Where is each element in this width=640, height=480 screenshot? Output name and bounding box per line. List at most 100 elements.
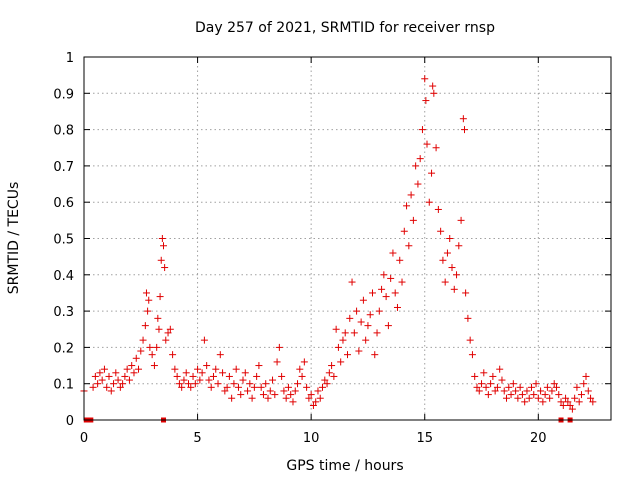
data-point — [450, 285, 458, 293]
data-point — [182, 369, 190, 377]
data-point — [137, 347, 145, 355]
data-point — [284, 383, 292, 391]
data-point — [225, 372, 233, 380]
y-tick-label: 0.6 — [53, 196, 74, 211]
data-point — [110, 380, 118, 388]
data-point — [154, 314, 162, 322]
data-point — [89, 383, 97, 391]
data-point — [189, 372, 197, 380]
data-point — [239, 376, 247, 384]
axis-ticks: 00.10.20.30.40.50.60.70.80.910 5 10 15 20 — [53, 51, 611, 446]
data-point — [355, 347, 363, 355]
data-point — [130, 369, 138, 377]
data-point — [114, 376, 122, 384]
data-point — [475, 387, 483, 395]
data-point — [112, 369, 120, 377]
data-point — [169, 351, 177, 359]
data-point — [375, 307, 383, 315]
chart-title: Day 257 of 2021, SRMTID for receiver rns… — [195, 20, 495, 36]
data-point — [135, 365, 143, 373]
data-point — [203, 362, 211, 370]
data-point — [571, 394, 579, 402]
data-point — [128, 362, 136, 370]
data-point — [514, 394, 522, 402]
data-point — [180, 376, 188, 384]
data-point — [391, 289, 399, 297]
data-point — [330, 372, 338, 380]
data-point — [455, 242, 463, 250]
data-point — [332, 325, 340, 333]
data-point — [323, 380, 331, 388]
y-tick-label: 0.7 — [53, 160, 74, 175]
data-point — [344, 351, 351, 359]
data-point — [244, 387, 252, 395]
data-point — [521, 398, 529, 406]
data-point — [305, 394, 313, 402]
data-point — [309, 401, 317, 409]
data-point — [259, 391, 267, 399]
data-point — [505, 383, 513, 391]
x-tick-label: 0 — [80, 431, 88, 446]
data-point — [234, 383, 242, 391]
data-point — [294, 380, 302, 388]
data-point — [414, 180, 422, 188]
data-point — [223, 383, 231, 391]
data-point — [380, 271, 388, 279]
data-point — [400, 227, 408, 235]
data-point — [403, 202, 411, 210]
data-point — [396, 256, 404, 264]
data-point — [555, 391, 563, 399]
data-point — [448, 264, 456, 272]
data-point — [291, 387, 299, 395]
data-point — [230, 380, 238, 388]
data-point — [296, 365, 304, 373]
data-point — [589, 398, 597, 406]
data-point — [441, 278, 449, 286]
x-tick-label: 10 — [303, 431, 320, 446]
y-tick-label: 0.2 — [53, 341, 74, 356]
data-point — [434, 205, 442, 213]
data-point — [300, 358, 308, 366]
data-point — [527, 383, 535, 391]
data-point — [145, 296, 153, 304]
data-point — [539, 398, 547, 406]
data-point — [460, 126, 468, 134]
data-point — [266, 387, 274, 395]
x-tick-label: 20 — [530, 431, 547, 446]
data-point — [425, 198, 433, 206]
data-point — [516, 383, 524, 391]
data-point — [156, 293, 164, 301]
data-point — [541, 391, 549, 399]
data-point — [316, 394, 324, 402]
y-tick-label: 0 — [66, 414, 74, 429]
data-point — [162, 336, 170, 344]
data-point — [552, 383, 560, 391]
data-point — [339, 336, 347, 344]
data-point — [98, 376, 106, 384]
x-axis-label: GPS time / hours — [286, 458, 403, 474]
data-point — [546, 394, 554, 402]
data-point — [209, 372, 217, 380]
data-point — [241, 369, 249, 377]
data-point — [562, 394, 570, 402]
data-point — [141, 322, 149, 330]
data-point — [582, 372, 590, 380]
data-point — [353, 307, 361, 315]
y-tick-label: 0.4 — [53, 269, 74, 284]
data-point — [568, 405, 576, 413]
data-point — [543, 383, 551, 391]
data-point — [530, 391, 538, 399]
data-point — [357, 318, 365, 326]
data-point — [468, 351, 476, 359]
data-point — [221, 387, 229, 395]
data-point — [575, 398, 583, 406]
data-point — [175, 380, 183, 388]
data-point — [94, 380, 102, 388]
data-point — [255, 362, 263, 370]
data-point — [503, 394, 511, 402]
data-point — [348, 278, 356, 286]
data-point — [566, 401, 574, 409]
data-point — [282, 394, 290, 402]
data-point — [577, 391, 585, 399]
data-point — [341, 329, 349, 337]
